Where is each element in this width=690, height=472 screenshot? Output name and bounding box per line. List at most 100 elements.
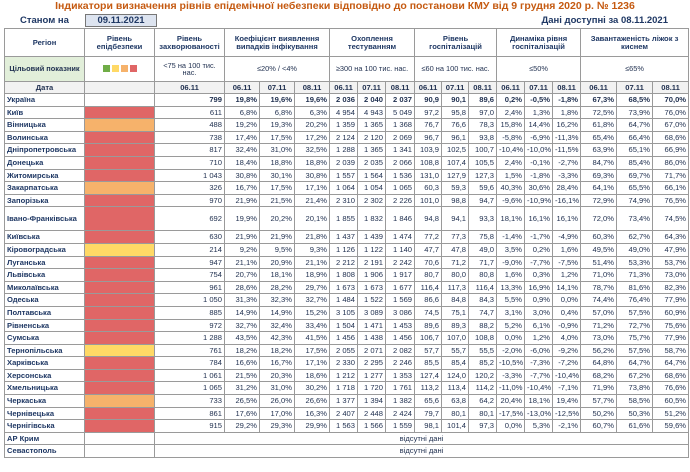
header: Коефіцієнт виявлення випадків інфікуванн… [223, 28, 331, 57]
value-cell: 21,5% [259, 193, 295, 208]
target-value: ≥300 на 100 тис. нас. [329, 56, 416, 82]
region-cell: Закарпатська [4, 181, 85, 195]
value-cell: 18,2% [224, 343, 260, 358]
header: Завантаженість ліжок з киснем [580, 28, 690, 57]
data-row: Київська 630 21,9% 21,9% 21,8% 1 437 1 439 1 47… [4, 230, 690, 244]
value-cell: 1 677 [385, 280, 416, 295]
value-cell: 0,0% [552, 293, 582, 307]
value-cell: 67,0% [652, 118, 690, 132]
value-cell: 60,7% [580, 419, 618, 433]
value-cell: 733 [154, 394, 225, 408]
value-cell: 1 365 [357, 143, 387, 157]
value-cell: 63,8 [441, 394, 470, 408]
value-cell: 1 906 [357, 268, 387, 282]
data-row: Одеська 1 050 31,3% 32,3% 32,7% 1 484 1 522 1 5… [4, 293, 690, 307]
value-cell: 73,0% [580, 331, 618, 345]
value-cell: 972 [154, 318, 225, 333]
value-cell: -0,9% [552, 318, 582, 333]
data-row: Львівська 754 20,7% 18,1% 18,9% 1 808 1 906 1 9… [4, 268, 690, 282]
value-cell: 2 246 [385, 356, 416, 370]
missing-row: АР Крим відсутні дані [4, 431, 690, 446]
value-cell: -9,6% [496, 193, 526, 208]
level-cell [84, 444, 155, 459]
value-cell: 58,7% [652, 343, 690, 358]
level-cell [84, 331, 155, 345]
value-cell: 1,6% [496, 268, 526, 282]
value-cell: 58,5% [616, 394, 654, 408]
region-cell: Тернопільська [4, 343, 85, 358]
value-cell: 98,1 [414, 419, 443, 433]
region-cell: Житомирська [4, 168, 85, 183]
value-cell: 94,7 [468, 193, 498, 208]
value-cell: -7,3% [524, 356, 554, 370]
value-cell: 2 242 [385, 255, 416, 270]
date-cell [84, 81, 155, 94]
value-cell: 18,2% [259, 343, 295, 358]
value-cell: 4,0% [552, 331, 582, 345]
value-cell: 49,0% [616, 242, 654, 257]
value-cell: 4 943 [357, 105, 387, 120]
value-cell: 65,6 [414, 394, 443, 408]
value-cell: 49,5% [580, 242, 618, 257]
value-cell: 84,3 [468, 293, 498, 307]
header: Рівень епідбезпеки [84, 28, 155, 57]
value-cell: 20,9% [259, 255, 295, 270]
value-cell: 77,9% [652, 293, 690, 307]
level-cell [84, 305, 155, 320]
value-cell: 1 043 [154, 168, 225, 183]
value-cell: 29,9% [293, 419, 331, 433]
value-cell: 71,2% [580, 318, 618, 333]
value-cell: 2 212 [329, 255, 359, 270]
date-cell: 08.11 [293, 81, 331, 94]
date-cell: 08.11 [552, 81, 582, 94]
value-cell: 81,6% [616, 280, 654, 295]
region-cell: Чернівецька [4, 406, 85, 421]
level-cell [84, 230, 155, 244]
value-cell: 69,3% [580, 168, 618, 183]
value-cell: -2,0% [496, 343, 526, 358]
value-cell: 17,0% [259, 406, 295, 421]
region-cell: Львівська [4, 268, 85, 282]
value-cell: 76,5% [652, 193, 690, 208]
region-cell: Полтавська [4, 305, 85, 320]
value-cell: 4 954 [329, 105, 359, 120]
value-cell: 53,3% [616, 255, 654, 270]
value-cell: 64,8% [580, 356, 618, 370]
value-cell: 57,0% [580, 305, 618, 320]
value-cell: 17,2% [293, 130, 331, 145]
level-cell [84, 130, 155, 145]
value-cell: 0,9% [524, 293, 554, 307]
value-cell: 71,3% [616, 268, 654, 282]
value-cell: 20,3% [259, 368, 295, 383]
value-cell: 18,9% [293, 268, 331, 282]
value-cell: 68,5% [616, 93, 654, 107]
date-cell: 08.11 [385, 81, 416, 94]
value-cell: 69,7% [616, 168, 654, 183]
region-cell: Київська [4, 230, 85, 244]
value-cell: 113,4 [441, 381, 470, 396]
data-row: Вінницька 488 19,2% 19,3% 20,2% 1 359 1 365 1 3… [4, 118, 690, 132]
region-cell: Донецька [4, 155, 85, 170]
value-cell: 66,9% [652, 143, 690, 157]
value-cell: 17,5% [293, 343, 331, 358]
value-cell: 117,3 [441, 280, 470, 295]
value-cell: 68,6% [652, 368, 690, 383]
value-cell: 64,3% [652, 230, 690, 244]
data-row: Волинська 738 17,4% 17,5% 17,2% 2 124 2 120 2 0… [4, 130, 690, 145]
missing-cell: відсутні дані [153, 431, 690, 446]
value-cell: 78,7% [580, 280, 618, 295]
value-cell: 2 082 [385, 343, 416, 358]
value-cell: 2 035 [357, 155, 387, 170]
level-cell [84, 155, 155, 170]
region-cell: Херсонська [4, 368, 85, 383]
value-cell: 1 673 [357, 280, 387, 295]
value-cell: 75,8 [468, 230, 498, 244]
value-cell: 1 437 [329, 230, 359, 244]
value-cell: 214 [154, 242, 225, 257]
value-cell: 1,6% [552, 242, 582, 257]
value-cell: 114,2 [468, 381, 498, 396]
value-cell: 2 055 [329, 343, 359, 358]
value-cell: 40,3% [496, 181, 526, 195]
value-cell: 26,5% [224, 394, 260, 408]
value-cell: 77,3 [441, 230, 470, 244]
